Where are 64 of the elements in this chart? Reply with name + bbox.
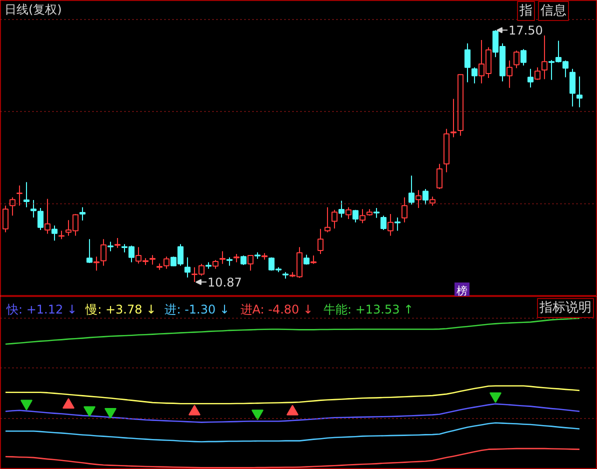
candlestick xyxy=(569,68,576,108)
chart-title: 日线(复权) xyxy=(4,2,62,16)
series-label: 牛能: +13.53 ↑ xyxy=(323,302,414,316)
candlestick xyxy=(100,238,107,266)
candlestick xyxy=(380,215,387,231)
text: 进A: -4.80 ↓ xyxy=(240,302,314,316)
text: 进: -1.30 ↓ xyxy=(164,302,230,316)
candlestick xyxy=(429,196,436,206)
candlestick xyxy=(471,66,478,84)
annotation: 指 xyxy=(518,4,532,18)
annotation: 10.87 xyxy=(208,276,242,290)
candlestick xyxy=(450,98,457,138)
candlestick xyxy=(219,250,226,264)
candlestick xyxy=(184,256,191,278)
candlestick xyxy=(44,198,51,234)
candlestick xyxy=(359,208,366,224)
candlestick xyxy=(513,50,520,69)
candlestick xyxy=(506,60,513,88)
candlestick xyxy=(9,196,16,216)
point xyxy=(104,408,116,419)
candlestick xyxy=(240,254,247,266)
candlestick xyxy=(324,206,331,233)
candlestick xyxy=(345,206,352,220)
candlestick xyxy=(373,207,380,218)
candlestick xyxy=(23,182,30,208)
candlestick xyxy=(37,207,44,231)
point xyxy=(252,410,264,420)
point xyxy=(20,400,32,410)
text: 快: +1.12 ↓ xyxy=(6,302,77,316)
candlestick xyxy=(576,76,583,108)
candlestick xyxy=(436,163,443,190)
candlestick xyxy=(30,199,37,218)
candlestick xyxy=(114,237,121,248)
text: 指标说明 xyxy=(538,300,592,316)
annotation: 信息 xyxy=(540,4,566,18)
candlestick xyxy=(422,188,429,206)
candlestick xyxy=(541,34,548,80)
candlestick xyxy=(534,66,541,80)
candlestick xyxy=(107,241,114,252)
candlestick xyxy=(401,196,408,223)
candlestick xyxy=(527,68,534,88)
annotation: 榜 xyxy=(456,284,468,298)
candlestick xyxy=(408,175,415,206)
candlestick xyxy=(464,42,471,83)
candlestick xyxy=(51,224,58,242)
text: 慢: +3.78 ↓ xyxy=(84,302,156,316)
point xyxy=(490,392,502,403)
point xyxy=(84,406,96,417)
candlestick xyxy=(149,254,156,266)
candlestick xyxy=(247,254,254,272)
candlestick xyxy=(163,256,170,270)
candlestick xyxy=(520,48,527,66)
candlestick xyxy=(394,216,401,232)
annotation: 17.50 xyxy=(508,24,543,38)
candlestick xyxy=(86,238,93,264)
candlestick xyxy=(16,185,23,206)
candlestick xyxy=(415,190,422,208)
candlestick xyxy=(387,214,394,236)
candlestick xyxy=(317,228,324,254)
candlestick xyxy=(338,200,345,218)
candlestick xyxy=(79,206,86,222)
candlestick xyxy=(352,209,359,223)
candlestick xyxy=(331,209,338,229)
candlestick xyxy=(93,256,100,272)
